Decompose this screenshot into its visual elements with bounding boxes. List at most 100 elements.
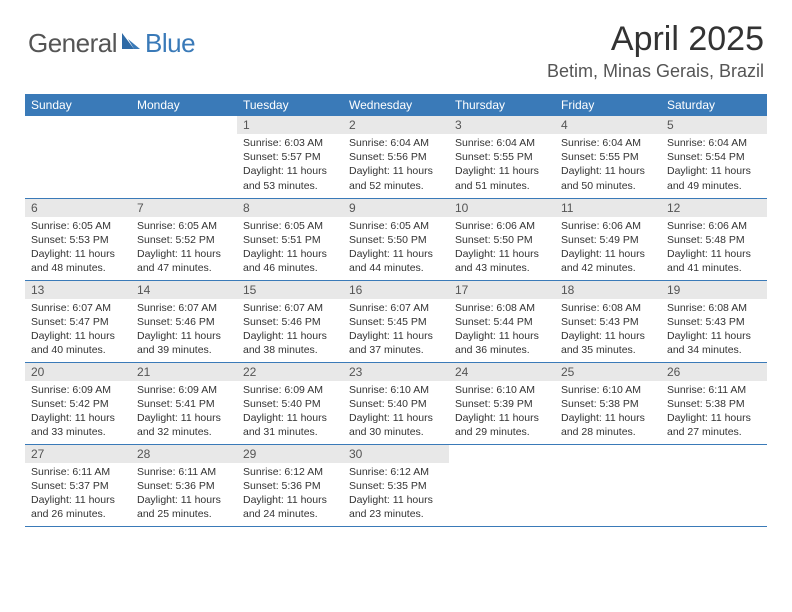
title-block: April 2025 Betim, Minas Gerais, Brazil	[547, 20, 764, 82]
day-number: 19	[661, 281, 767, 299]
calendar-cell: 5Sunrise: 6:04 AMSunset: 5:54 PMDaylight…	[661, 116, 767, 198]
calendar-cell: 19Sunrise: 6:08 AMSunset: 5:43 PMDayligh…	[661, 280, 767, 362]
day-details: Sunrise: 6:04 AMSunset: 5:55 PMDaylight:…	[449, 134, 555, 197]
calendar-cell: 18Sunrise: 6:08 AMSunset: 5:43 PMDayligh…	[555, 280, 661, 362]
day-number: 21	[131, 363, 237, 381]
day-number: 9	[343, 199, 449, 217]
day-details: Sunrise: 6:09 AMSunset: 5:40 PMDaylight:…	[237, 381, 343, 444]
day-details: Sunrise: 6:04 AMSunset: 5:54 PMDaylight:…	[661, 134, 767, 197]
day-number: 12	[661, 199, 767, 217]
day-details: Sunrise: 6:09 AMSunset: 5:42 PMDaylight:…	[25, 381, 131, 444]
day-details: Sunrise: 6:09 AMSunset: 5:41 PMDaylight:…	[131, 381, 237, 444]
day-number: 29	[237, 445, 343, 463]
day-details: Sunrise: 6:08 AMSunset: 5:43 PMDaylight:…	[661, 299, 767, 362]
day-number: 16	[343, 281, 449, 299]
calendar-cell: 1Sunrise: 6:03 AMSunset: 5:57 PMDaylight…	[237, 116, 343, 198]
day-number: 23	[343, 363, 449, 381]
day-number: 2	[343, 116, 449, 134]
location-label: Betim, Minas Gerais, Brazil	[547, 61, 764, 82]
calendar-cell: 28Sunrise: 6:11 AMSunset: 5:36 PMDayligh…	[131, 444, 237, 526]
calendar-cell	[555, 444, 661, 526]
day-details: Sunrise: 6:06 AMSunset: 5:48 PMDaylight:…	[661, 217, 767, 280]
day-number: 20	[25, 363, 131, 381]
day-number: 27	[25, 445, 131, 463]
day-details: Sunrise: 6:08 AMSunset: 5:43 PMDaylight:…	[555, 299, 661, 362]
day-number: 7	[131, 199, 237, 217]
day-details: Sunrise: 6:04 AMSunset: 5:55 PMDaylight:…	[555, 134, 661, 197]
day-number: 8	[237, 199, 343, 217]
calendar-cell: 9Sunrise: 6:05 AMSunset: 5:50 PMDaylight…	[343, 198, 449, 280]
calendar-row: 6Sunrise: 6:05 AMSunset: 5:53 PMDaylight…	[25, 198, 767, 280]
day-details: Sunrise: 6:08 AMSunset: 5:44 PMDaylight:…	[449, 299, 555, 362]
day-number: 6	[25, 199, 131, 217]
calendar-cell: 29Sunrise: 6:12 AMSunset: 5:36 PMDayligh…	[237, 444, 343, 526]
day-number: 11	[555, 199, 661, 217]
calendar-cell: 3Sunrise: 6:04 AMSunset: 5:55 PMDaylight…	[449, 116, 555, 198]
day-number: 17	[449, 281, 555, 299]
day-number: 1	[237, 116, 343, 134]
calendar-cell: 13Sunrise: 6:07 AMSunset: 5:47 PMDayligh…	[25, 280, 131, 362]
calendar-cell: 22Sunrise: 6:09 AMSunset: 5:40 PMDayligh…	[237, 362, 343, 444]
calendar-row: 27Sunrise: 6:11 AMSunset: 5:37 PMDayligh…	[25, 444, 767, 526]
calendar-cell: 20Sunrise: 6:09 AMSunset: 5:42 PMDayligh…	[25, 362, 131, 444]
header: General Blue April 2025 Betim, Minas Ger…	[0, 0, 792, 90]
weekday-header: Saturday	[661, 94, 767, 116]
weekday-header: Tuesday	[237, 94, 343, 116]
calendar-cell	[131, 116, 237, 198]
day-details: Sunrise: 6:07 AMSunset: 5:46 PMDaylight:…	[237, 299, 343, 362]
calendar-cell: 14Sunrise: 6:07 AMSunset: 5:46 PMDayligh…	[131, 280, 237, 362]
weekday-header: Sunday	[25, 94, 131, 116]
calendar-cell: 8Sunrise: 6:05 AMSunset: 5:51 PMDaylight…	[237, 198, 343, 280]
day-details: Sunrise: 6:04 AMSunset: 5:56 PMDaylight:…	[343, 134, 449, 197]
day-number: 13	[25, 281, 131, 299]
day-details: Sunrise: 6:11 AMSunset: 5:37 PMDaylight:…	[25, 463, 131, 526]
calendar-header-row: SundayMondayTuesdayWednesdayThursdayFrid…	[25, 94, 767, 116]
day-details: Sunrise: 6:05 AMSunset: 5:51 PMDaylight:…	[237, 217, 343, 280]
calendar-cell	[661, 444, 767, 526]
calendar-cell: 11Sunrise: 6:06 AMSunset: 5:49 PMDayligh…	[555, 198, 661, 280]
day-details: Sunrise: 6:05 AMSunset: 5:50 PMDaylight:…	[343, 217, 449, 280]
calendar-table: SundayMondayTuesdayWednesdayThursdayFrid…	[25, 94, 767, 527]
day-details: Sunrise: 6:07 AMSunset: 5:45 PMDaylight:…	[343, 299, 449, 362]
calendar-row: 1Sunrise: 6:03 AMSunset: 5:57 PMDaylight…	[25, 116, 767, 198]
calendar-cell: 12Sunrise: 6:06 AMSunset: 5:48 PMDayligh…	[661, 198, 767, 280]
day-number: 26	[661, 363, 767, 381]
day-number: 4	[555, 116, 661, 134]
calendar-cell: 6Sunrise: 6:05 AMSunset: 5:53 PMDaylight…	[25, 198, 131, 280]
calendar-cell: 25Sunrise: 6:10 AMSunset: 5:38 PMDayligh…	[555, 362, 661, 444]
page-title: April 2025	[547, 20, 764, 59]
calendar-cell: 24Sunrise: 6:10 AMSunset: 5:39 PMDayligh…	[449, 362, 555, 444]
day-details: Sunrise: 6:06 AMSunset: 5:49 PMDaylight:…	[555, 217, 661, 280]
day-number: 14	[131, 281, 237, 299]
calendar-body: 1Sunrise: 6:03 AMSunset: 5:57 PMDaylight…	[25, 116, 767, 526]
calendar-cell: 21Sunrise: 6:09 AMSunset: 5:41 PMDayligh…	[131, 362, 237, 444]
logo: General Blue	[28, 28, 195, 59]
day-number: 30	[343, 445, 449, 463]
day-details: Sunrise: 6:03 AMSunset: 5:57 PMDaylight:…	[237, 134, 343, 197]
calendar-cell: 16Sunrise: 6:07 AMSunset: 5:45 PMDayligh…	[343, 280, 449, 362]
calendar-cell: 2Sunrise: 6:04 AMSunset: 5:56 PMDaylight…	[343, 116, 449, 198]
calendar-cell: 26Sunrise: 6:11 AMSunset: 5:38 PMDayligh…	[661, 362, 767, 444]
day-details: Sunrise: 6:11 AMSunset: 5:36 PMDaylight:…	[131, 463, 237, 526]
day-number: 28	[131, 445, 237, 463]
day-details: Sunrise: 6:10 AMSunset: 5:38 PMDaylight:…	[555, 381, 661, 444]
calendar-cell: 15Sunrise: 6:07 AMSunset: 5:46 PMDayligh…	[237, 280, 343, 362]
day-number: 25	[555, 363, 661, 381]
calendar-cell: 7Sunrise: 6:05 AMSunset: 5:52 PMDaylight…	[131, 198, 237, 280]
day-number: 15	[237, 281, 343, 299]
day-number: 22	[237, 363, 343, 381]
day-details: Sunrise: 6:12 AMSunset: 5:36 PMDaylight:…	[237, 463, 343, 526]
calendar-cell: 17Sunrise: 6:08 AMSunset: 5:44 PMDayligh…	[449, 280, 555, 362]
logo-text-general: General	[28, 28, 117, 59]
calendar-row: 20Sunrise: 6:09 AMSunset: 5:42 PMDayligh…	[25, 362, 767, 444]
day-details: Sunrise: 6:05 AMSunset: 5:53 PMDaylight:…	[25, 217, 131, 280]
day-details: Sunrise: 6:12 AMSunset: 5:35 PMDaylight:…	[343, 463, 449, 526]
calendar-cell: 30Sunrise: 6:12 AMSunset: 5:35 PMDayligh…	[343, 444, 449, 526]
weekday-header: Friday	[555, 94, 661, 116]
day-number: 3	[449, 116, 555, 134]
weekday-header: Wednesday	[343, 94, 449, 116]
day-details: Sunrise: 6:10 AMSunset: 5:39 PMDaylight:…	[449, 381, 555, 444]
calendar-cell	[25, 116, 131, 198]
day-number: 10	[449, 199, 555, 217]
day-details: Sunrise: 6:11 AMSunset: 5:38 PMDaylight:…	[661, 381, 767, 444]
